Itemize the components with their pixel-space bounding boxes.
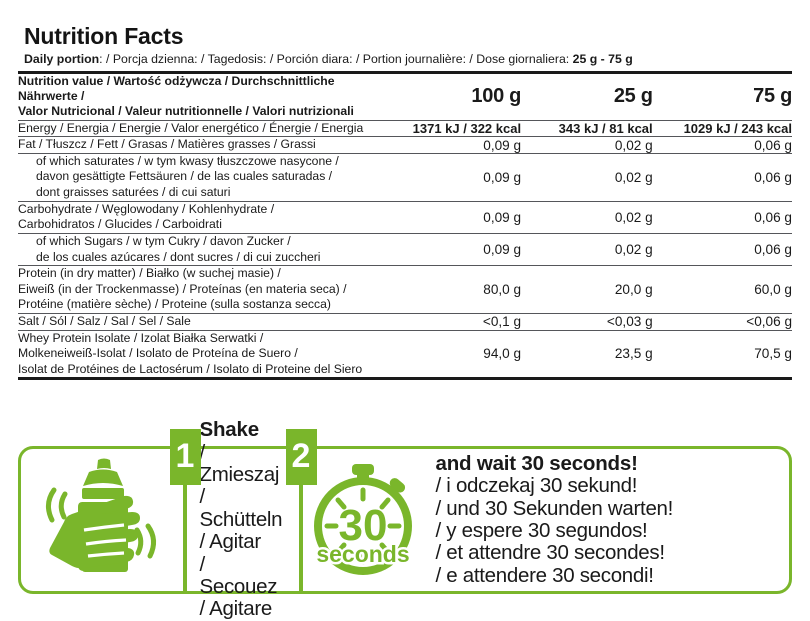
table-header-row: Nutrition value / Wartość odżywcza / Dur… (18, 72, 792, 120)
value-75g: 0,06 g (754, 137, 792, 153)
value-75g: 70,5 g (754, 346, 792, 362)
value-25g: 23,5 g (614, 346, 653, 362)
nutrient-label-line: Protein (in dry matter) / Białko (w such… (18, 266, 281, 281)
page-title: Nutrition Facts (24, 23, 184, 49)
step-1-text: Shake / Zmieszaj / Schütteln / Agitar / … (187, 419, 287, 620)
daily-portion-translations: : / Porcja dzienna: / Tagedosis: / Porci… (99, 52, 573, 67)
nutrient-label: of which saturates / w tym kwasy tłuszcz… (18, 153, 374, 201)
nutrient-label-line: davon gesättigte Fettsäuren / de las cua… (36, 169, 333, 184)
step-2-divider: 2 (285, 429, 317, 591)
nutrient-label: Whey Protein Isolate / Izolat Białka Ser… (18, 330, 374, 377)
stopwatch-30-seconds-icon: 30 seconds (303, 449, 423, 591)
nutrition-label-page: Nutrition Facts Daily portion: / Porcja … (18, 23, 792, 620)
daily-portion-label: Daily portion (24, 52, 100, 67)
column-header-label-line: Valor Nutricional / Valeur nutritionnell… (18, 104, 354, 119)
step-1-translation: / Zmieszaj (199, 440, 280, 487)
table-row: Energy / Energia / Energie / Valor energ… (18, 120, 792, 137)
instruction-step-1: 1 Shake / Zmieszaj / Schütteln / Agitar … (21, 419, 299, 620)
instruction-step-2: 2 (285, 429, 674, 591)
value-25g: 343 kJ / 81 kcal (558, 120, 653, 136)
nutrient-label: Salt / Sól / Salz / Sal / Sel / Sale (18, 313, 374, 330)
table-row: of which Sugars / w tym Cukry / davon Zu… (18, 233, 792, 265)
step-2-translation: / et attendre 30 secondes! (435, 541, 666, 565)
step-2-translation: / i odczekaj 30 sekund! (435, 474, 638, 498)
value-25g: 0,02 g (614, 169, 653, 185)
nutrient-label-line: Protéine (matière sèche) / Proteine (sul… (18, 297, 331, 312)
step-1-translation: / Schütteln (199, 485, 283, 531)
step-2-number: 2 (291, 437, 311, 475)
column-header-75g: 75 g (753, 85, 792, 108)
nutrient-label-line: Carbohydrate / Węglowodany / Kohlenhydra… (18, 201, 275, 216)
table-bottom-rule (18, 377, 792, 381)
table-row: Whey Protein Isolate / Izolat Białka Ser… (18, 330, 792, 377)
value-100g: 0,09 g (483, 137, 522, 153)
nutrient-label: of which Sugars / w tym Cukry / davon Zu… (18, 233, 374, 265)
value-100g: 0,09 g (483, 209, 522, 225)
step-1-divider: 1 (169, 429, 201, 591)
nutrient-label-line: dont graisses saturées / di cui saturi (36, 185, 231, 200)
step-1-translation: / Agitare (199, 597, 273, 621)
nutrient-label-line: Whey Protein Isolate / Izolat Białka Ser… (18, 330, 264, 345)
step-1-first-line: Shake (199, 418, 260, 442)
value-75g: 0,06 g (754, 209, 792, 225)
step-2-translation: / und 30 Sekunden warten! (435, 496, 674, 520)
column-header-25g: 25 g (613, 85, 653, 108)
nutrient-label: Protein (in dry matter) / Białko (w such… (18, 266, 374, 314)
value-25g: 0,02 g (614, 137, 653, 153)
stopwatch-big-text: 30 (338, 501, 387, 550)
nutrient-label-line: Energy / Energia / Energie / Valor energ… (18, 120, 364, 135)
value-25g: 0,02 g (614, 209, 653, 225)
step-1-translation: / Secouez (199, 552, 278, 598)
value-75g: <0,06 g (746, 314, 792, 330)
stopwatch-small-text: seconds (316, 541, 409, 567)
step-2-translation: / y espere 30 segundos! (435, 519, 648, 542)
nutrient-label: Fat / Tłuszcz / Fett / Grasas / Matières… (18, 137, 374, 154)
daily-portion-line: Daily portion: / Porcja dzienna: / Taged… (24, 52, 792, 67)
step-2-translation: / e attendere 30 secondi! (435, 563, 654, 587)
value-100g: 0,09 g (483, 242, 522, 258)
column-header-100g: 100 g (471, 85, 522, 108)
nutrient-label-line: Salt / Sól / Salz / Sal / Sel / Sale (18, 313, 191, 328)
table-row: of which saturates / w tym kwasy tłuszcz… (18, 153, 792, 201)
step-1-translation: / Agitar (199, 530, 262, 554)
table-row: Carbohydrate / Węglowodany / Kohlenhydra… (18, 201, 792, 233)
nutrient-label-line: Isolat de Protéines de Lactosérum / Isol… (18, 361, 363, 376)
step-2-number-badge: 2 (285, 429, 317, 485)
step-1-number: 1 (175, 437, 195, 475)
value-100g: 80,0 g (483, 282, 522, 298)
usage-instructions-panel: 1 Shake / Zmieszaj / Schütteln / Agitar … (18, 419, 792, 620)
step-2-first-line: and wait 30 seconds! (435, 451, 638, 475)
value-75g: 0,06 g (754, 242, 792, 258)
value-25g: 0,02 g (614, 242, 653, 258)
nutrient-label-line: Eiweiß (in der Trockenmasse) / Proteínas… (18, 281, 347, 296)
value-75g: 60,0 g (754, 282, 792, 298)
value-100g: 94,0 g (483, 346, 522, 362)
value-100g: <0,1 g (482, 314, 522, 330)
value-100g: 0,09 g (483, 169, 522, 185)
nutrient-label-line: Carbohidratos / Glucides / Carboidrati (18, 217, 222, 232)
column-header-label-line: Nutrition value / Wartość odżywcza / Dur… (18, 73, 335, 104)
nutrient-label: Carbohydrate / Węglowodany / Kohlenhydra… (18, 201, 374, 233)
nutrient-label: Energy / Energia / Energie / Valor energ… (18, 120, 374, 137)
step-2-text: and wait 30 seconds! / i odczekaj 30 sek… (423, 449, 674, 591)
table-row: Salt / Sól / Salz / Sal / Sel / Sale <0,1… (18, 313, 792, 330)
nutrient-label-line: of which saturates / w tym kwasy tłuszcz… (36, 153, 339, 168)
value-75g: 1029 kJ / 243 kcal (683, 120, 792, 136)
value-75g: 0,06 g (754, 169, 792, 185)
table-row: Fat / Tłuszcz / Fett / Grasas / Matières… (18, 136, 792, 154)
nutrient-label-line: Fat / Tłuszcz / Fett / Grasas / Matières… (18, 137, 316, 152)
column-header-label: Nutrition value / Wartość odżywcza / Dur… (18, 72, 374, 120)
daily-portion-value: 25 g - 75 g (572, 52, 633, 67)
value-100g: 1371 kJ / 322 kcal (412, 120, 522, 136)
step-1-number-badge: 1 (169, 429, 201, 485)
hand-holding-shaker-icon (21, 449, 183, 591)
nutrient-label-line: de los cuales azúcares / dont sucres / d… (36, 249, 321, 264)
value-25g: 20,0 g (614, 282, 653, 298)
nutrient-label-line: Molkeneiweiß-Isolat / Isolato de Proteín… (18, 346, 298, 361)
table-row: Protein (in dry matter) / Białko (w such… (18, 265, 792, 314)
nutrient-label-line: of which Sugars / w tym Cukry / davon Zu… (36, 233, 291, 248)
nutrition-table: Nutrition value / Wartość odżywcza / Dur… (18, 71, 792, 378)
value-25g: <0,03 g (606, 314, 653, 330)
